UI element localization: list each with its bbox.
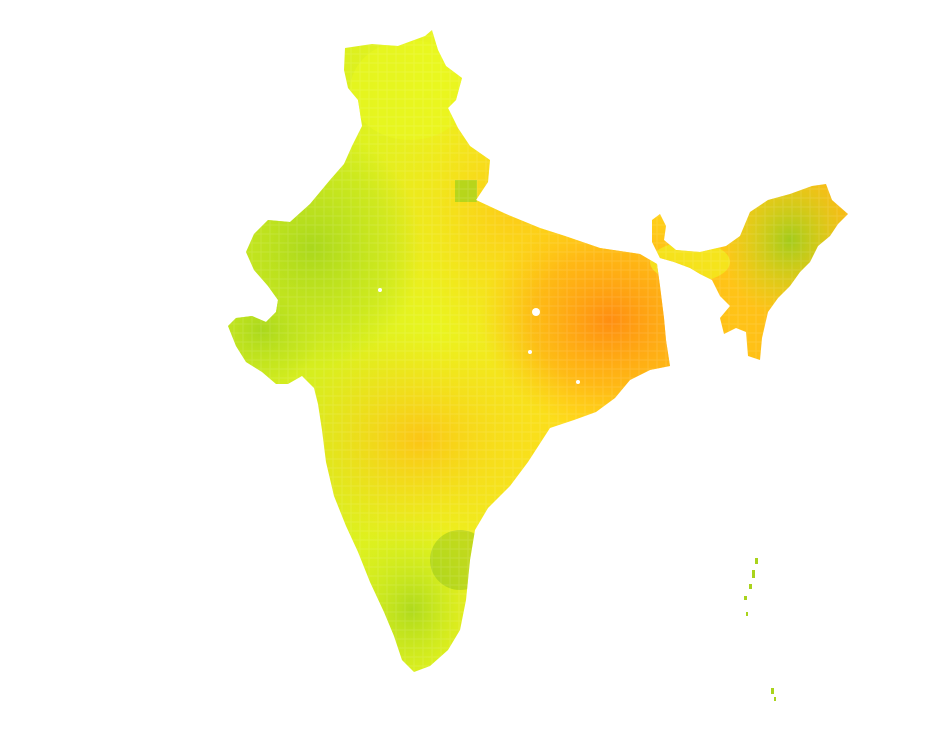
islands	[744, 558, 776, 701]
water-dots	[378, 288, 580, 384]
india-mainland	[228, 30, 848, 672]
